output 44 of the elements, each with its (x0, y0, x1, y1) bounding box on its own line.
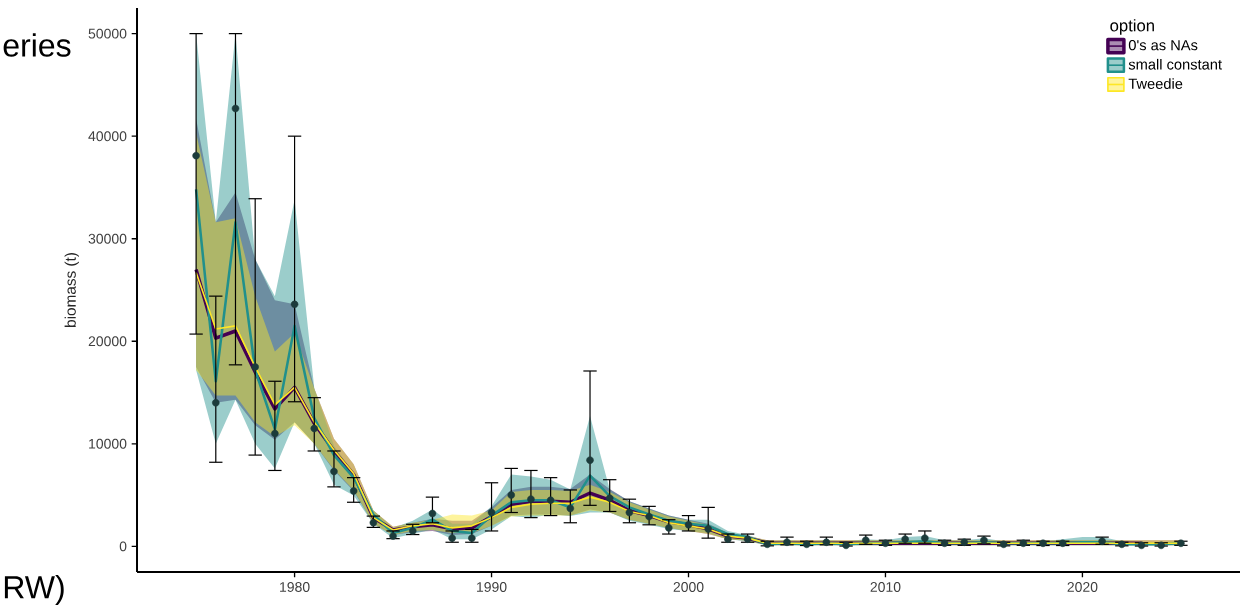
point (192, 151, 200, 160)
point (546, 496, 555, 504)
point (349, 487, 358, 495)
point (999, 540, 1008, 549)
x-tick-label: 1990 (477, 582, 507, 592)
y-tick-label: 40000 (88, 131, 127, 142)
y-tick-label: 30000 (88, 233, 127, 244)
point (212, 399, 220, 407)
point (645, 512, 653, 521)
point (586, 456, 594, 464)
x-tick-label: 2020 (1067, 582, 1098, 592)
text: RW) (4, 575, 64, 605)
legend-label: Tweedie (1128, 78, 1183, 89)
point (1019, 539, 1028, 548)
point (251, 363, 259, 371)
point (625, 508, 634, 517)
point (428, 509, 437, 518)
point (763, 540, 772, 549)
x-tick-label: 2000 (673, 582, 704, 592)
x-tick-label: 1980 (280, 582, 310, 592)
point (704, 525, 712, 533)
legend-title: option (1110, 19, 1154, 35)
y-axis-title: biomass (t) (64, 253, 79, 327)
y-tick-label: 0 (119, 541, 127, 552)
point (271, 429, 279, 438)
point (310, 424, 319, 433)
point (605, 494, 614, 502)
point (566, 504, 575, 513)
point (802, 540, 811, 549)
legend-label: small constant (1128, 58, 1222, 70)
point (1058, 539, 1067, 548)
point (330, 467, 338, 476)
point (369, 519, 378, 527)
y-tick-label: 50000 (88, 28, 127, 39)
point (527, 495, 535, 503)
x-tick-label: 2010 (870, 582, 901, 592)
point (487, 508, 496, 517)
point (507, 491, 515, 499)
point (231, 104, 240, 113)
point (290, 300, 299, 309)
y-tick-label: 20000 (88, 336, 127, 347)
text: eries (3, 33, 71, 57)
legend-label: 0's as NAs (1128, 39, 1198, 51)
y-tick-label: 10000 (89, 438, 127, 449)
